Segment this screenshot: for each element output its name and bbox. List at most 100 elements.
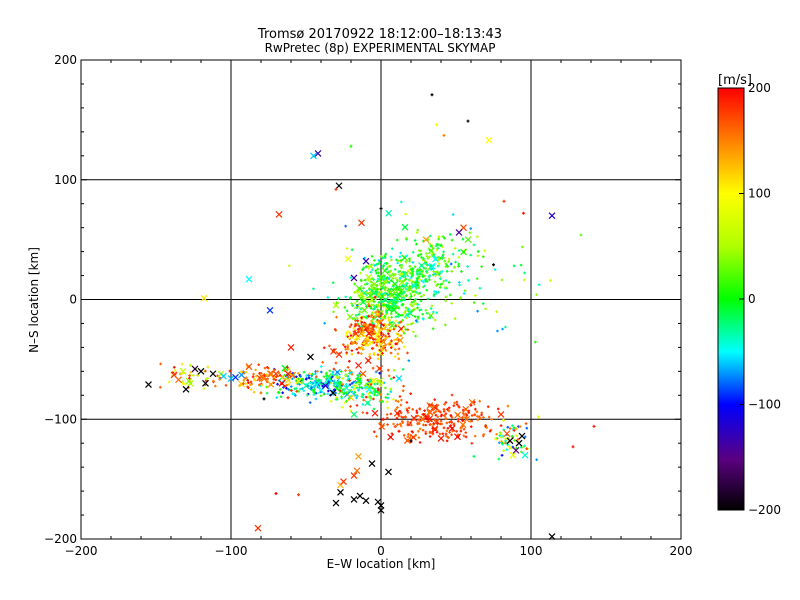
cluster-point: [326, 384, 330, 388]
data-point-x: [220, 372, 227, 380]
cluster-point-cross: [238, 380, 245, 388]
data-point-plus: [286, 396, 290, 400]
cluster-point: [450, 238, 454, 242]
cluster-point: [421, 273, 424, 277]
cluster-point: [377, 322, 380, 326]
cluster-point: [416, 254, 420, 258]
cluster-point: [326, 392, 330, 396]
cluster-point: [411, 408, 414, 411]
cluster-point: [334, 361, 338, 365]
cluster-point: [356, 376, 360, 380]
cluster-point: [370, 277, 374, 280]
cluster-point-cross: [376, 365, 383, 373]
cluster-point: [416, 280, 419, 284]
data-point-x: [340, 478, 347, 485]
cluster-point: [392, 298, 396, 301]
cluster-point: [373, 390, 376, 393]
cluster-point: [424, 277, 428, 281]
cluster-point: [473, 413, 477, 417]
cluster-point: [428, 255, 431, 259]
cluster-point: [433, 280, 437, 284]
cluster-point: [420, 256, 423, 259]
cluster-point: [295, 375, 298, 379]
cluster-point: [316, 370, 319, 373]
cluster-point: [344, 224, 347, 228]
cluster-point: [448, 293, 452, 297]
cluster-point: [436, 264, 440, 268]
cluster-point: [425, 270, 428, 273]
cluster-point: [406, 420, 410, 424]
cluster-point: [349, 405, 352, 408]
cluster-point-cross: [406, 285, 413, 293]
data-point-plus: [259, 391, 263, 395]
cluster-point: [404, 309, 407, 313]
cluster-point: [398, 285, 402, 289]
cluster-point: [385, 413, 389, 416]
cluster-point: [276, 382, 279, 386]
cluster-point: [490, 418, 493, 421]
cluster-point: [411, 261, 415, 264]
cluster-point: [426, 420, 430, 424]
cluster-point: [291, 377, 294, 381]
data-point-x: [182, 385, 190, 393]
cluster-point: [386, 368, 390, 372]
cluster-point: [434, 410, 438, 413]
cluster-point: [359, 278, 363, 282]
cluster-point: [523, 271, 526, 275]
cluster-point: [355, 289, 359, 293]
cluster-point: [295, 390, 299, 393]
cluster-point: [377, 315, 381, 318]
cluster-point: [386, 265, 390, 268]
cluster-point-cross: [378, 423, 386, 430]
cluster-point: [508, 427, 512, 430]
data-point-x: [185, 377, 193, 385]
cluster-point: [439, 414, 443, 418]
cluster-point: [348, 369, 351, 372]
cluster-point: [180, 362, 184, 366]
cluster-point: [368, 336, 372, 340]
cluster-point: [386, 293, 389, 297]
cluster-point: [439, 277, 442, 280]
data-point-plus: [349, 144, 353, 148]
axis-ticks: −200 −100 0 100 200 −200 −100 0 100 200: [44, 53, 692, 558]
cluster-point: [444, 295, 448, 299]
cluster-point: [348, 379, 351, 382]
cluster-point: [450, 393, 454, 397]
cluster-point: [398, 395, 402, 398]
cluster-point: [281, 391, 284, 395]
cluster-point: [273, 368, 277, 372]
cluster-point: [360, 325, 363, 328]
cluster-point: [319, 394, 323, 398]
cluster-point: [381, 300, 385, 303]
cluster-point: [348, 336, 351, 340]
cluster-point: [408, 259, 411, 263]
y-tick-label: −200: [44, 532, 77, 546]
cluster-point: [360, 346, 364, 350]
cluster-point: [370, 254, 374, 258]
cluster-point: [481, 255, 485, 258]
cluster-point: [371, 321, 374, 325]
cluster-point: [274, 378, 278, 382]
cluster-point: [299, 374, 302, 378]
cluster-point: [370, 347, 374, 350]
data-point-x: [464, 236, 472, 244]
cluster-point: [444, 279, 448, 282]
cluster-point: [224, 384, 228, 387]
cluster-point: [409, 271, 412, 275]
cluster-point: [369, 306, 373, 310]
cluster-point: [390, 258, 393, 262]
cluster-point: [244, 370, 248, 374]
cluster-point: [435, 248, 439, 252]
cluster-point: [385, 324, 389, 327]
cluster-point: [348, 359, 351, 363]
cluster-point: [341, 388, 345, 392]
cluster-point: [321, 384, 324, 388]
data-point-x: [260, 375, 268, 382]
cluster-point: [302, 370, 306, 374]
cluster-point: [442, 279, 445, 283]
cluster-point: [395, 238, 399, 242]
cluster-point: [418, 441, 422, 444]
cluster-point: [421, 428, 425, 432]
cluster-point: [399, 272, 402, 276]
data-point-plus: [492, 263, 495, 267]
